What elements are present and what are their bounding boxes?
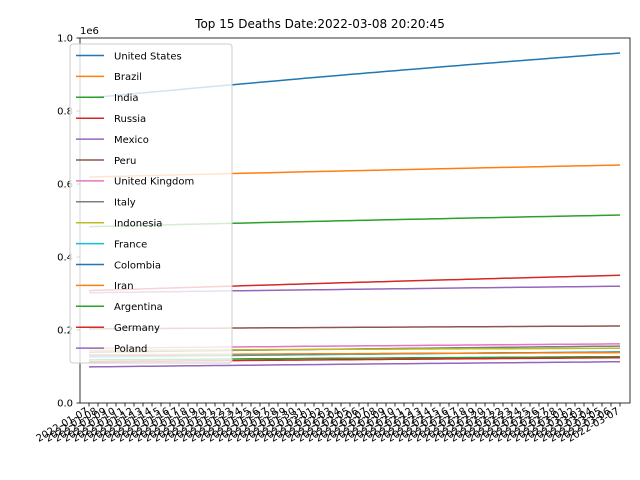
legend: United States Brazil India Russia Mexico Peru…	[69, 43, 233, 364]
x-axis: 2022-01-072022-01-082022-01-092022-01-10…	[35, 403, 622, 445]
legend-label: Brazil	[114, 72, 142, 83]
legend-label: Colombia	[114, 260, 161, 271]
y-tick-label: 1.0	[57, 34, 73, 45]
legend-label: Indonesia	[114, 219, 162, 230]
legend-label: Germany	[114, 323, 160, 334]
legend-label: Russia	[114, 114, 146, 125]
chart-title: Top 15 Deaths Date:2022-03-08 20:20:45	[194, 17, 445, 31]
y-tick-label: 0.6	[57, 180, 73, 191]
legend-label: Peru	[114, 156, 136, 167]
legend-label: Poland	[114, 344, 147, 355]
legend-label: Mexico	[114, 135, 149, 146]
y-tick-label: 0.0	[57, 399, 73, 410]
legend-label: United States	[114, 51, 182, 62]
y-multiplier-label: 1e6	[80, 26, 99, 37]
y-tick-label: 0.4	[57, 253, 73, 264]
series-line-poland	[88, 361, 620, 368]
y-tick-label: 0.8	[57, 107, 73, 118]
legend-label: United Kingdom	[114, 177, 194, 188]
legend-label: Iran	[114, 281, 134, 292]
legend-label: Argentina	[114, 302, 163, 313]
legend-label: India	[114, 93, 139, 104]
legend-label: Italy	[114, 198, 136, 209]
legend-label: France	[114, 239, 147, 250]
y-tick-label: 0.2	[57, 326, 73, 337]
legend-box	[69, 43, 233, 364]
